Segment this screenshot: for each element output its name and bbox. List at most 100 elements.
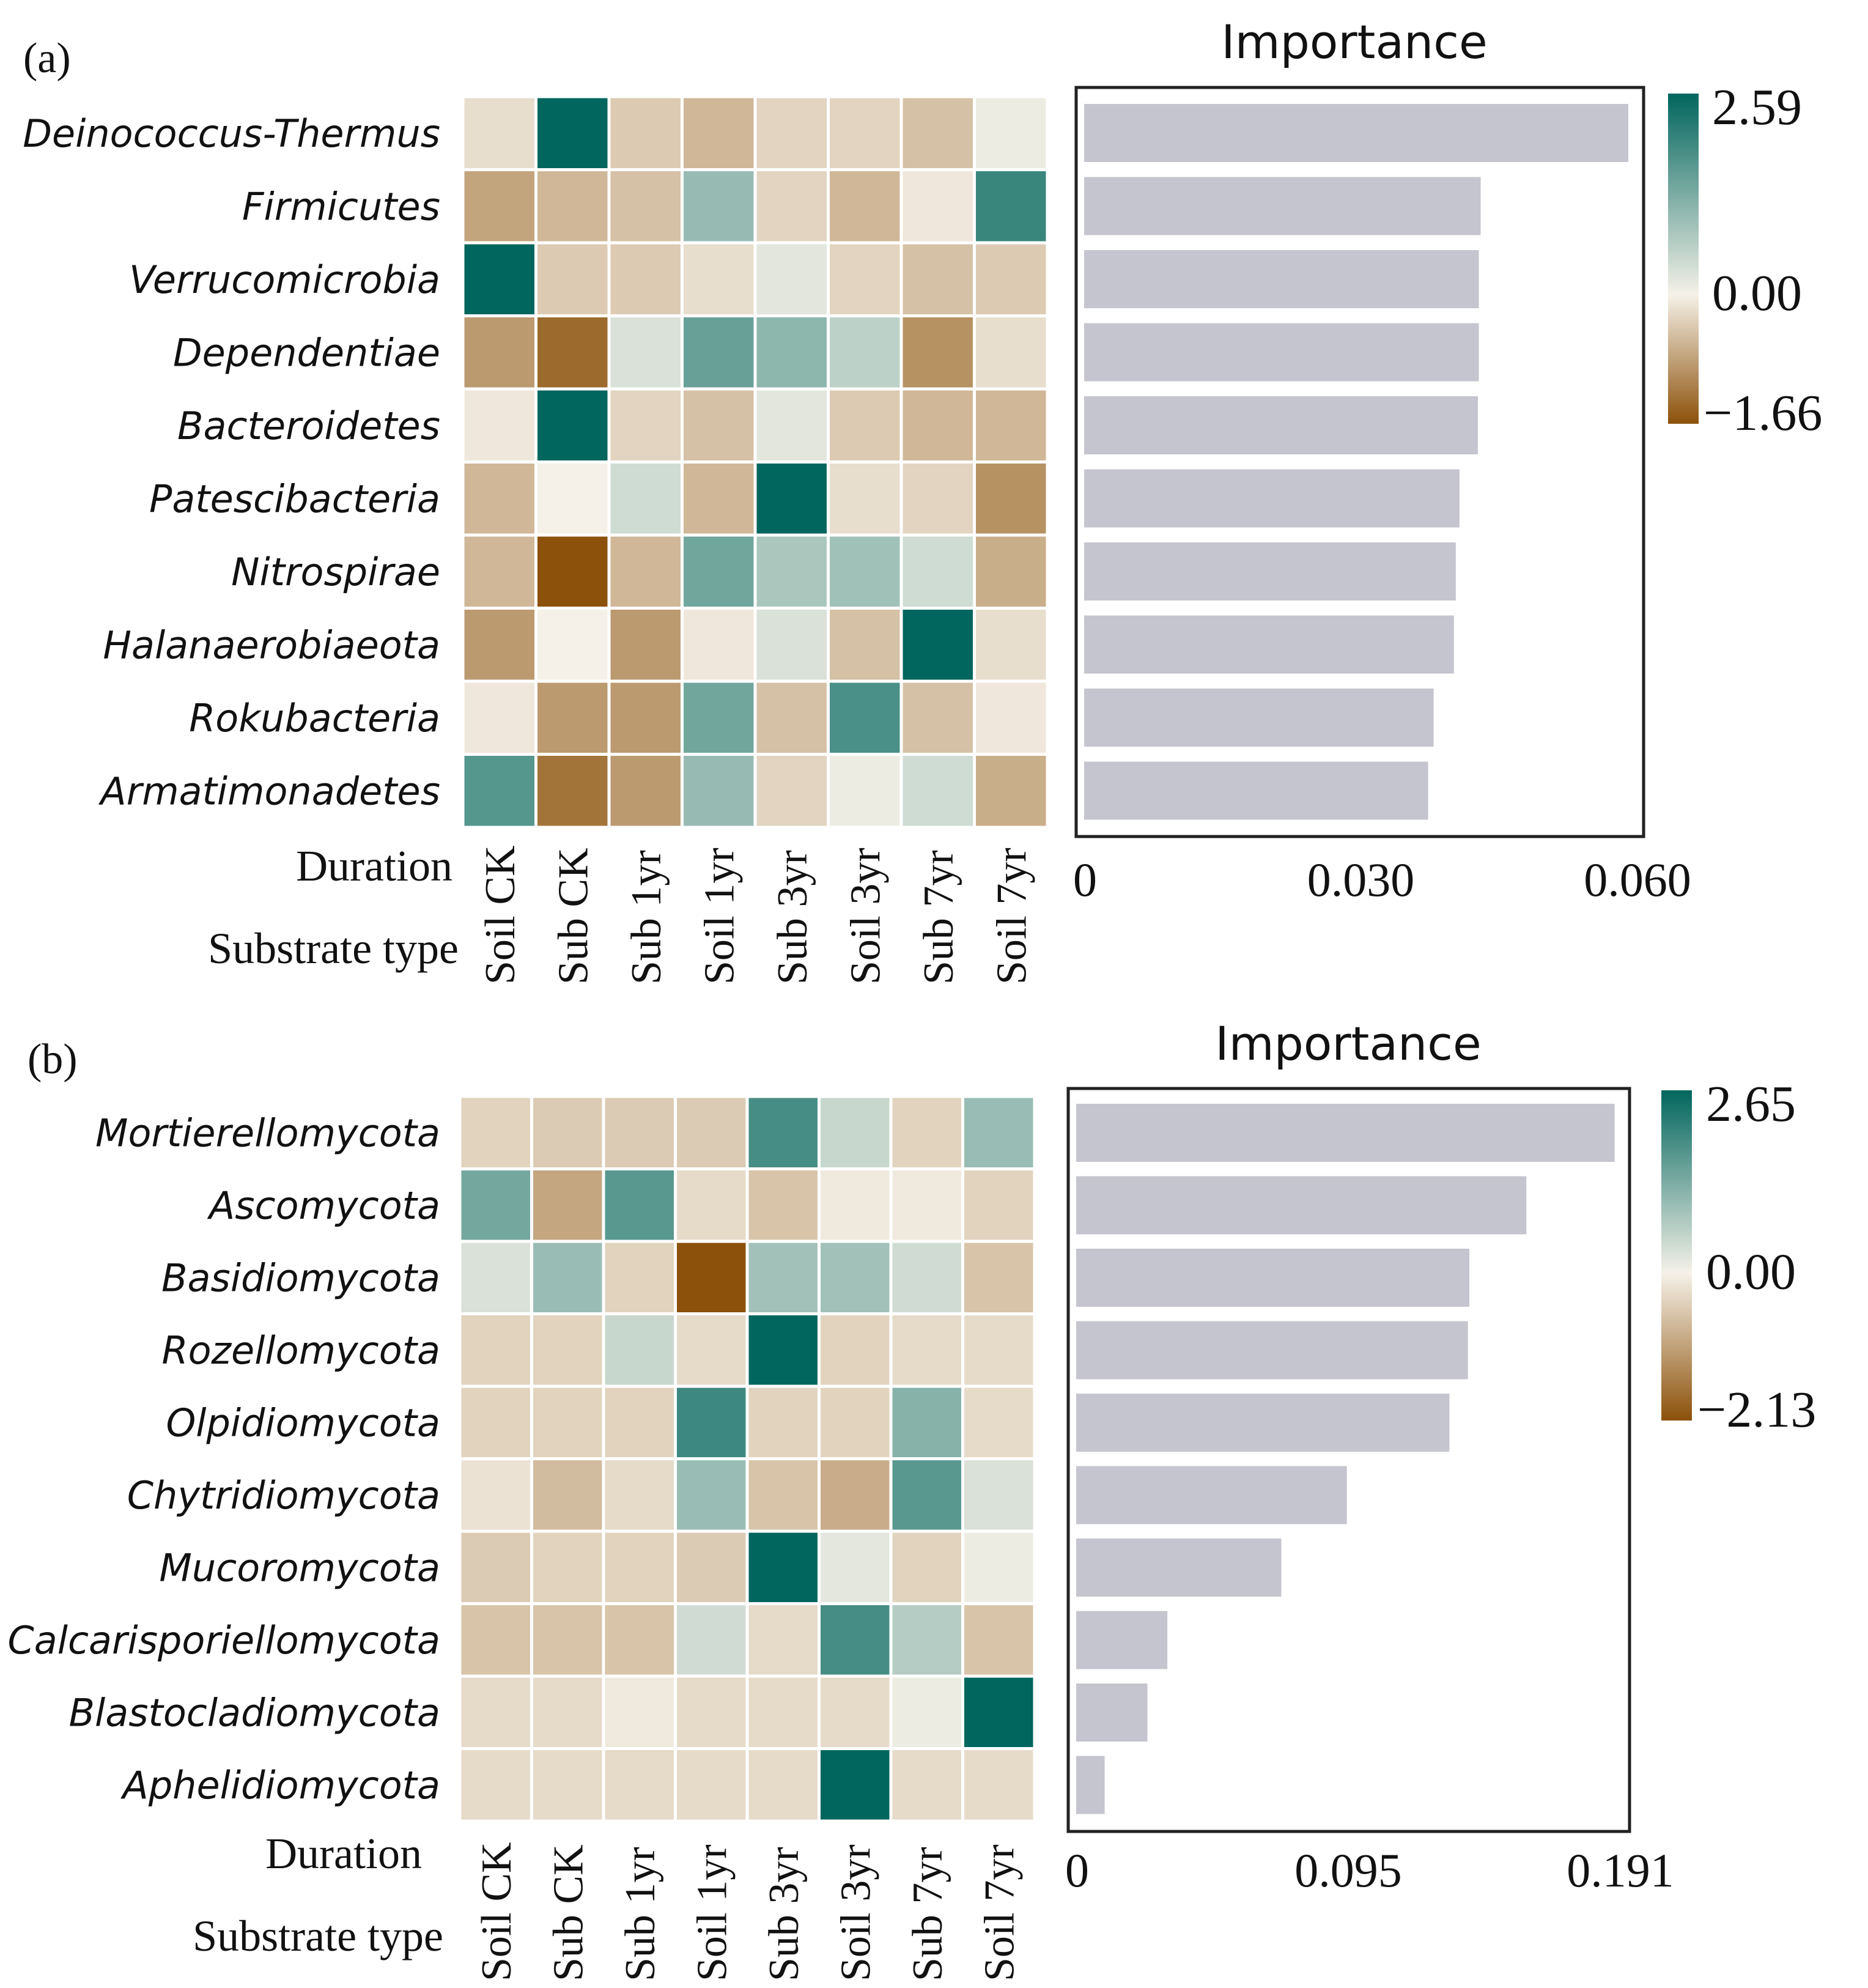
heatmap-cell bbox=[889, 1167, 964, 1243]
heatmap-cell bbox=[889, 1674, 964, 1750]
heatmap-cell bbox=[681, 241, 757, 317]
heatmap-cell bbox=[461, 241, 537, 317]
importance-bar bbox=[1084, 615, 1454, 674]
colorbar-tick-label: 2.65 bbox=[1706, 1076, 1796, 1133]
heatmap-cell bbox=[818, 1529, 893, 1605]
heatmap-cell bbox=[674, 1602, 749, 1678]
importance-frame bbox=[1074, 86, 1645, 838]
heatmap-cell bbox=[961, 1529, 1036, 1605]
heatmap-cell bbox=[607, 241, 684, 317]
heatmap-cell bbox=[681, 753, 757, 829]
column-labels: Soil CK Sub CK Sub 1yr Soil 1yr Sub 3yr Soil … bbox=[473, 1842, 1024, 1981]
heatmap-cell bbox=[745, 1095, 821, 1170]
heatmap-cell bbox=[818, 1240, 893, 1315]
column-label: Soil 7yr bbox=[988, 848, 1035, 985]
importance-bar bbox=[1084, 542, 1456, 600]
heatmap-cell bbox=[530, 1457, 605, 1533]
heatmap-cell bbox=[674, 1384, 749, 1460]
heatmap-cell bbox=[961, 1384, 1036, 1460]
importance-bar bbox=[1076, 1756, 1105, 1814]
importance-xticks: 0 0.030 0.060 bbox=[1073, 853, 1691, 906]
heatmap-cell bbox=[827, 460, 903, 537]
heatmap-cell bbox=[534, 241, 611, 317]
heatmap-cell bbox=[961, 1240, 1036, 1315]
column-label: Sub 3yr bbox=[761, 1847, 808, 1981]
heatmap-cell bbox=[607, 679, 684, 756]
heatmap-cell bbox=[818, 1602, 893, 1678]
heatmap-cell bbox=[899, 241, 976, 317]
importance-bar bbox=[1076, 1321, 1468, 1380]
heatmap-cell bbox=[973, 679, 1049, 756]
heatmap-cell bbox=[530, 1095, 605, 1170]
panel-label: (b) bbox=[28, 1036, 78, 1083]
row-label: Mortierellomycota bbox=[95, 1110, 440, 1155]
heatmap-cell bbox=[461, 533, 537, 610]
heatmap-cell bbox=[534, 168, 611, 245]
heatmap-cell bbox=[818, 1312, 893, 1388]
heatmap-cell bbox=[607, 753, 684, 829]
heatmap-cell bbox=[818, 1747, 893, 1823]
importance-bar bbox=[1084, 323, 1479, 382]
row-label: Chytridiomycota bbox=[127, 1473, 440, 1518]
panel-a: (a) Deinococcus-Thermus Firmicutes Verruco… bbox=[23, 15, 1822, 985]
heatmap-cell bbox=[818, 1384, 893, 1460]
heatmap-cell bbox=[461, 607, 537, 683]
heatmap-cell bbox=[973, 607, 1049, 683]
heatmap-cell bbox=[961, 1602, 1036, 1678]
heatmap-cell bbox=[818, 1095, 893, 1170]
heatmap-cell bbox=[681, 95, 757, 171]
heatmap-cell bbox=[602, 1602, 677, 1678]
heatmap-cell bbox=[530, 1312, 605, 1388]
heatmap-cell bbox=[973, 753, 1049, 829]
heatmap-cell bbox=[889, 1384, 964, 1460]
row-labels: Mortierellomycota Ascomycota Basidiomycota… bbox=[7, 1110, 440, 1808]
heatmap-cell bbox=[899, 314, 976, 391]
heatmap-cell bbox=[753, 241, 830, 317]
heatmap-cell bbox=[745, 1747, 821, 1823]
x-tick-label: 0.060 bbox=[1584, 853, 1691, 906]
heatmap-cell bbox=[827, 241, 903, 317]
heatmap-cell bbox=[458, 1602, 533, 1678]
importance-bars bbox=[1076, 1104, 1615, 1814]
x-tick-label: 0.191 bbox=[1567, 1844, 1674, 1897]
colorbar-ticks: 2.59 0.00 −1.66 bbox=[1704, 79, 1822, 442]
colorbar bbox=[1668, 94, 1699, 424]
axis-title-duration: Duration bbox=[296, 841, 452, 890]
colorbar-tick-label: 2.59 bbox=[1712, 79, 1802, 136]
importance-bar bbox=[1076, 1683, 1148, 1742]
heatmap-cell bbox=[534, 314, 611, 391]
heatmap-cell bbox=[681, 679, 757, 756]
heatmap-cell bbox=[458, 1240, 533, 1315]
heatmap-cell bbox=[745, 1167, 821, 1243]
row-label: Dependentiae bbox=[173, 330, 440, 375]
heatmap-cell bbox=[745, 1312, 821, 1388]
axis-title-duration: Duration bbox=[265, 1829, 422, 1878]
heatmap-cell bbox=[899, 533, 976, 610]
column-label: Soil 7yr bbox=[976, 1844, 1023, 1981]
heatmap-cell bbox=[889, 1095, 964, 1170]
heatmap-cell bbox=[607, 387, 684, 464]
heatmap-cell bbox=[827, 753, 903, 829]
heatmap-cell bbox=[674, 1095, 749, 1170]
x-tick-label: 0.095 bbox=[1294, 1844, 1402, 1897]
importance-bar bbox=[1076, 1611, 1168, 1669]
heatmap-cell bbox=[681, 387, 757, 464]
heatmap-cell bbox=[899, 387, 976, 464]
heatmap-cell bbox=[889, 1529, 964, 1605]
heatmap-cell bbox=[674, 1240, 749, 1315]
heatmap-cell bbox=[534, 387, 611, 464]
heatmap-cell bbox=[818, 1457, 893, 1533]
heatmap-cell bbox=[602, 1529, 677, 1605]
heatmap bbox=[461, 95, 1049, 829]
heatmap-cell bbox=[458, 1747, 533, 1823]
importance-bar bbox=[1084, 104, 1628, 162]
row-label: Calcarisporiellomycota bbox=[7, 1618, 440, 1663]
heatmap-cell bbox=[961, 1747, 1036, 1823]
heatmap-cell bbox=[534, 95, 611, 171]
heatmap-cell bbox=[753, 533, 830, 610]
heatmap-cell bbox=[973, 241, 1049, 317]
heatmap-cell bbox=[530, 1674, 605, 1750]
heatmap-cell bbox=[534, 460, 611, 537]
heatmap-cell bbox=[681, 314, 757, 391]
